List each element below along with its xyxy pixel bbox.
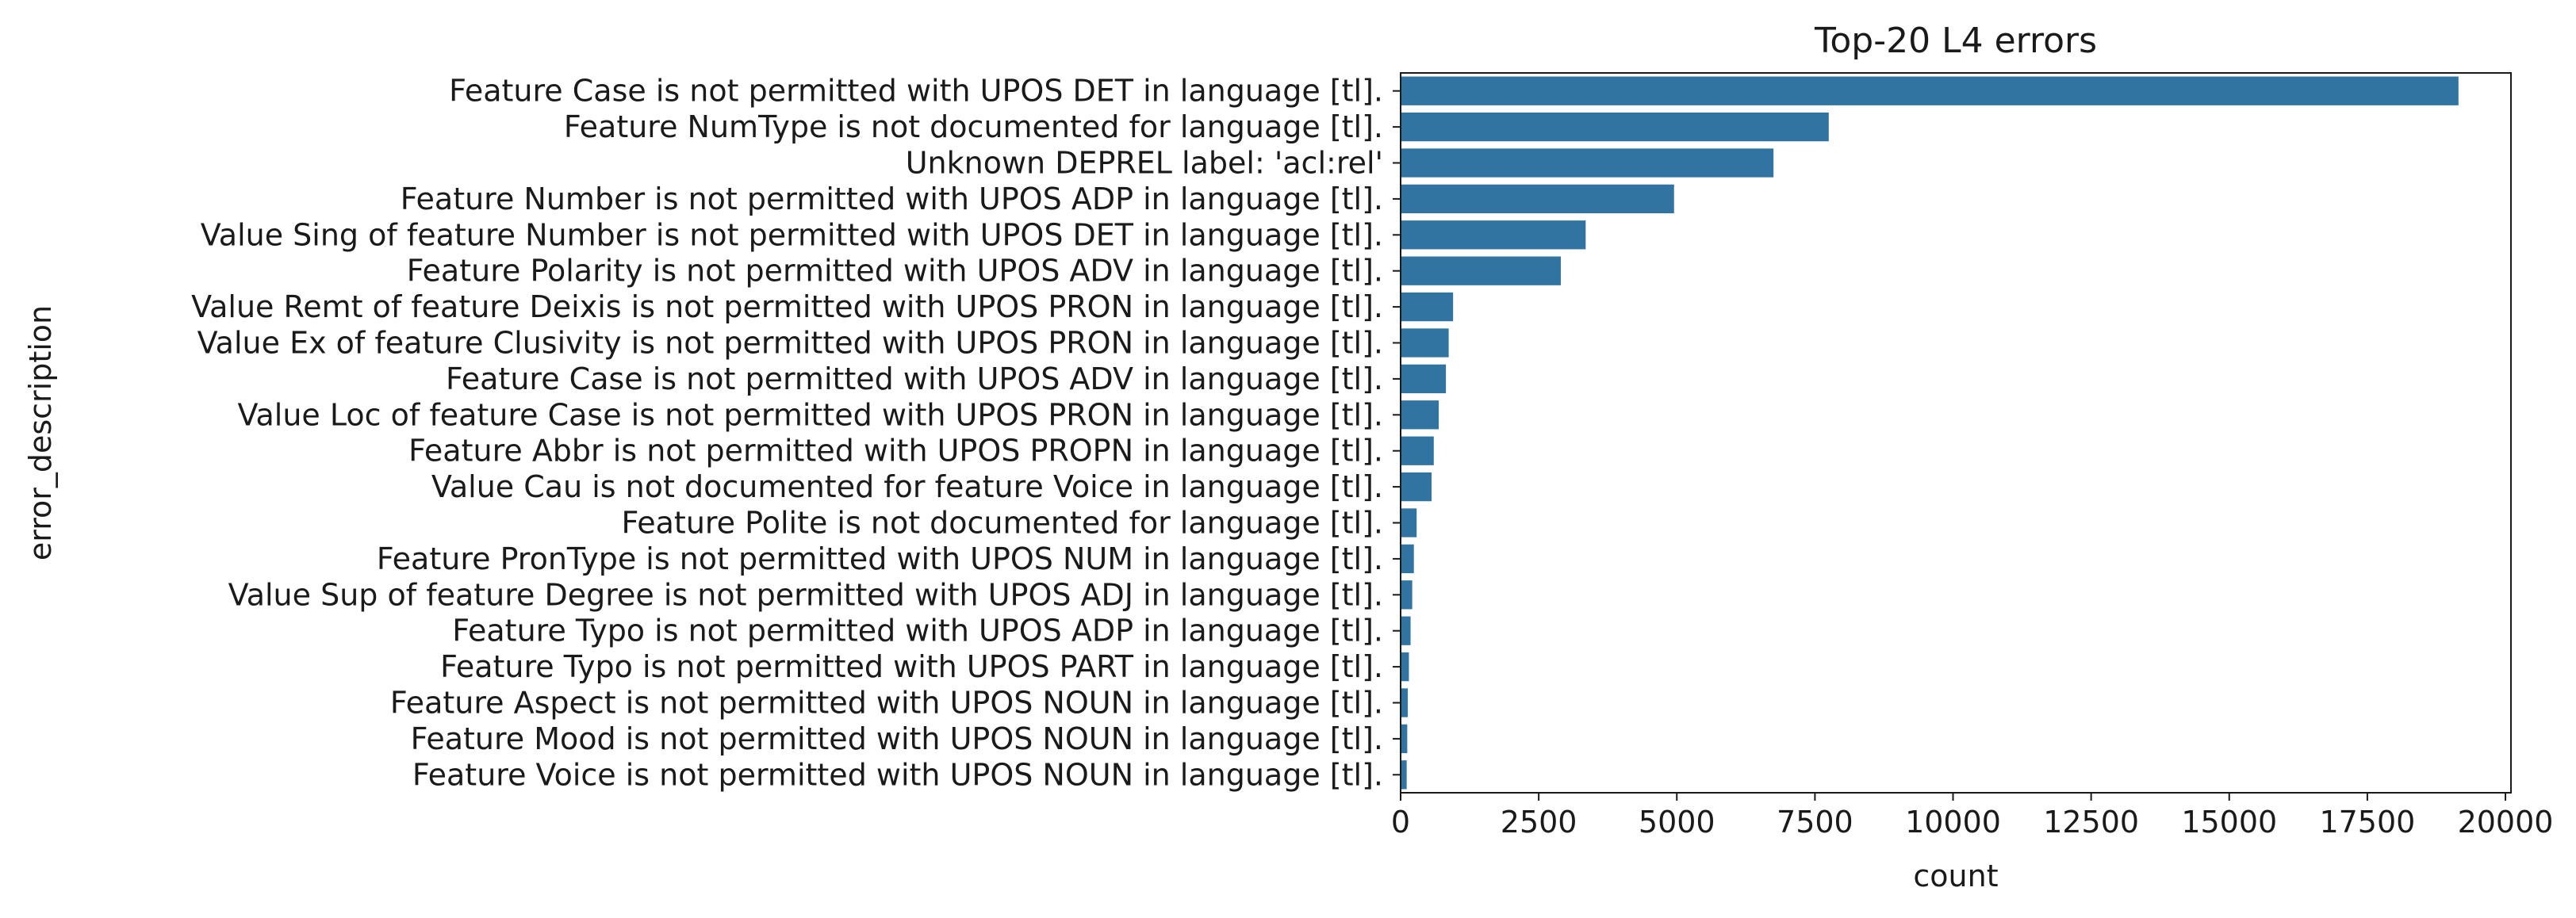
bar: [1401, 364, 1447, 394]
bar: [1401, 76, 2459, 105]
bar: [1401, 148, 1774, 178]
x-tick-label: 0: [1391, 805, 1410, 840]
x-ticks: 0 2500 5000 7500 10000 12500 15000 17500 20000: [1391, 793, 2554, 840]
y-tick-label: Value Sup of feature Degree is not permi…: [228, 577, 1383, 612]
bar: [1401, 688, 1409, 717]
bar: [1401, 544, 1414, 574]
y-tick-label: Value Sing of feature Number is not perm…: [201, 217, 1383, 252]
bar: [1401, 724, 1408, 754]
bar: [1401, 436, 1434, 465]
y-tick-label: Feature Abbr is not permitted with UPOS …: [408, 434, 1383, 469]
bar: [1401, 220, 1586, 250]
y-tick-labels: Feature Case is not permitted with UPOS …: [191, 74, 1401, 792]
chart-title: Top-20 L4 errors: [1814, 21, 2097, 61]
bar: [1401, 616, 1411, 645]
y-tick-label: Feature Polite is not documented for lan…: [621, 506, 1383, 541]
y-tick-label: Unknown DEPREL label: 'acl:rel': [906, 146, 1383, 181]
y-tick-label: Feature Mood is not permitted with UPOS …: [411, 721, 1383, 756]
y-tick-label: Value Cau is not documented for feature …: [431, 469, 1383, 504]
x-tick-label: 10000: [1905, 805, 2001, 840]
bar: [1401, 580, 1413, 610]
y-tick-label: Feature Typo is not permitted with UPOS …: [440, 649, 1383, 684]
bar: [1401, 652, 1409, 682]
y-tick-label: Feature Case is not permitted with UPOS …: [449, 74, 1383, 109]
plot-frame: [1400, 72, 2512, 794]
y-tick-label: Value Remt of feature Deixis is not perm…: [191, 289, 1383, 324]
y-tick-label: Feature Number is not permitted with UPO…: [401, 182, 1383, 216]
y-tick-label: Feature Typo is not permitted with UPOS …: [452, 614, 1383, 648]
x-tick-label: 15000: [2181, 805, 2277, 840]
bar: [1401, 760, 1407, 790]
y-tick-label: Value Ex of feature Clusivity is not per…: [197, 326, 1383, 361]
bars-group: [1401, 76, 2459, 790]
x-axis-label: count: [1913, 859, 1998, 893]
y-tick-label: Feature Case is not permitted with UPOS …: [446, 361, 1383, 396]
bar: [1401, 112, 1829, 142]
y-axis-label: error_description: [23, 305, 58, 560]
x-tick-label: 2500: [1501, 805, 1577, 840]
x-tick-label: 7500: [1777, 805, 1853, 840]
y-tick-label: Feature Polarity is not permitted with U…: [407, 254, 1383, 289]
bar: [1401, 508, 1417, 537]
bar: [1401, 328, 1449, 358]
bar: [1401, 400, 1439, 430]
bar: [1401, 184, 1674, 214]
x-tick-label: 12500: [2043, 805, 2139, 840]
x-tick-label: 20000: [2458, 805, 2554, 840]
y-tick-label: Feature PronType is not permitted with U…: [377, 541, 1383, 576]
bar: [1401, 292, 1454, 322]
y-tick-label: Feature Aspect is not permitted with UPO…: [390, 686, 1383, 721]
bar: [1401, 256, 1561, 285]
y-tick-label: Value Loc of feature Case is not permitt…: [237, 397, 1383, 432]
x-tick-label: 17500: [2319, 805, 2415, 840]
y-tick-label: Feature NumType is not documented for la…: [564, 109, 1383, 144]
y-tick-label: Feature Voice is not permitted with UPOS…: [412, 757, 1383, 792]
bar: [1401, 472, 1432, 502]
x-tick-label: 5000: [1639, 805, 1715, 840]
